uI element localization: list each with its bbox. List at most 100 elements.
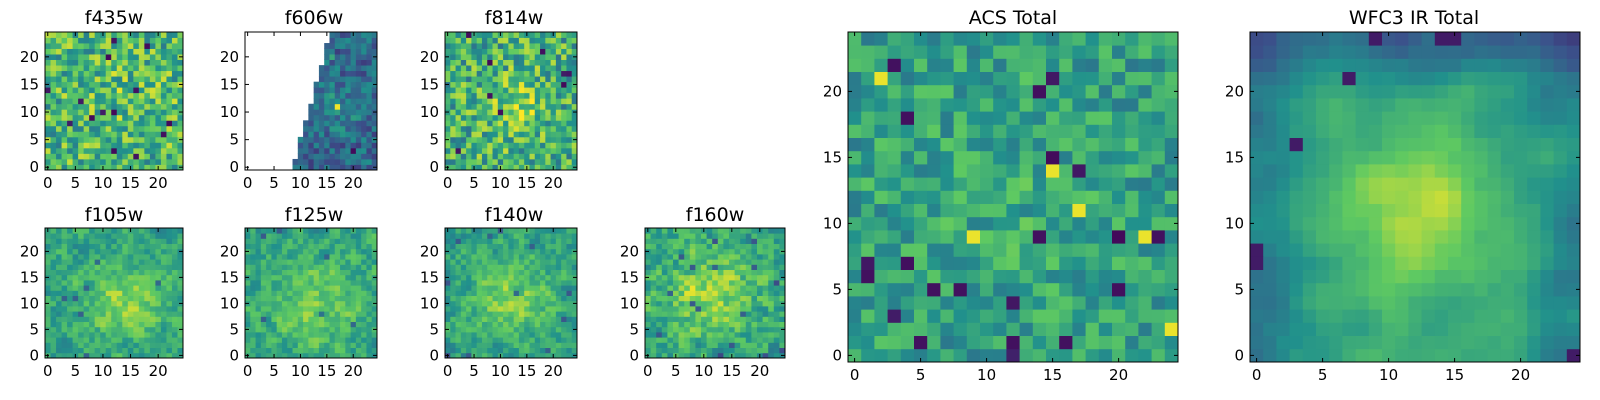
heatmap-cell (740, 269, 747, 276)
heatmap-cell (67, 332, 73, 338)
heatmap-cell (155, 280, 162, 286)
heatmap-cell (355, 264, 362, 270)
heatmap-cell (550, 248, 557, 255)
heatmap-cell (540, 54, 546, 60)
heatmap-cell (361, 131, 367, 138)
heatmap-cell (518, 347, 525, 354)
heatmap-cell (56, 259, 62, 265)
heatmap-cell (116, 248, 123, 255)
heatmap-cell (350, 109, 357, 116)
heatmap-cell (340, 300, 346, 307)
y-tick-label: 10 (20, 103, 39, 121)
heatmap-cell (45, 337, 51, 343)
heatmap-cell (706, 321, 713, 328)
heatmap-cell (111, 238, 118, 244)
heatmap-cell (471, 332, 478, 338)
heatmap-cell (566, 120, 573, 127)
heatmap-cell (67, 352, 73, 359)
heatmap-cell (292, 274, 299, 281)
heatmap-cell (684, 332, 691, 338)
heatmap-cell (471, 347, 478, 354)
heatmap-cell (650, 259, 657, 265)
heatmap-cell (260, 290, 267, 296)
heatmap-cell (155, 142, 162, 149)
heatmap-cell (281, 264, 288, 270)
heatmap-cell (773, 285, 780, 291)
heatmap-cell (45, 70, 51, 77)
heatmap-cell (740, 243, 747, 250)
y-tick-label: 15 (420, 75, 439, 93)
heatmap-cell (706, 238, 713, 244)
heatmap-cell (445, 153, 451, 160)
heatmap-cell (555, 290, 562, 296)
heatmap-cell (450, 142, 456, 149)
heatmap-cell (297, 290, 304, 296)
heatmap-cell (729, 347, 735, 354)
heatmap-cell (94, 342, 101, 348)
heatmap-cell (371, 147, 378, 154)
heatmap-cell (89, 59, 96, 66)
heatmap-cell (757, 316, 763, 322)
heatmap-cell (155, 48, 162, 55)
heatmap-cell (518, 269, 525, 276)
heatmap-cell (94, 65, 101, 72)
heatmap-cell (993, 203, 1007, 218)
heatmap-cell (645, 337, 651, 343)
heatmap-cell (127, 332, 134, 338)
heatmap-cell (993, 98, 1007, 112)
heatmap-cell (661, 269, 668, 276)
heatmap-cell (712, 285, 719, 291)
heatmap-cell (773, 238, 780, 244)
heatmap-cell (678, 306, 685, 312)
heatmap-cell (492, 326, 499, 333)
heatmap-cell (318, 120, 325, 127)
heatmap-cell (50, 274, 57, 281)
heatmap-cell (476, 98, 483, 105)
heatmap-cell (566, 337, 573, 343)
heatmap-cell (1046, 58, 1060, 72)
heatmap-cell (303, 274, 309, 281)
heatmap-cell (345, 87, 351, 94)
heatmap-cell (471, 337, 478, 343)
heatmap-cell (303, 306, 309, 312)
heatmap-cell (914, 32, 928, 46)
heatmap-cell (571, 70, 578, 77)
heatmap-cell (927, 203, 941, 218)
heatmap-cell (329, 280, 336, 286)
heatmap-cell (160, 153, 167, 160)
heatmap-cell (561, 103, 567, 110)
heatmap-cell (116, 332, 123, 338)
heatmap-cell (476, 54, 483, 60)
heatmap-cell (127, 300, 134, 307)
heatmap-cell (50, 120, 57, 127)
heatmap-cell (689, 228, 696, 234)
heatmap-cell (524, 158, 530, 165)
heatmap-cell (717, 228, 724, 234)
heatmap-cell (78, 332, 85, 338)
heatmap-cell (1112, 296, 1126, 310)
heatmap-cell (689, 290, 696, 296)
heatmap-cell (61, 164, 68, 171)
heatmap-cell (513, 254, 520, 260)
heatmap-cell (94, 87, 101, 94)
heatmap-cell (1072, 309, 1086, 323)
heatmap-cell (874, 309, 888, 323)
heatmap-cell (318, 290, 325, 296)
heatmap-cell (476, 81, 483, 88)
heatmap-cell (67, 238, 73, 244)
heatmap-cell (695, 269, 702, 276)
heatmap-cell (138, 285, 145, 291)
heatmap-cell (450, 32, 456, 38)
heatmap-cell (122, 142, 129, 149)
heatmap-cell (160, 243, 167, 250)
heatmap-cell (678, 326, 685, 333)
heatmap-cell (250, 228, 256, 234)
heatmap-cell (476, 280, 483, 286)
heatmap-cell (345, 142, 351, 149)
heatmap-cell (122, 352, 129, 359)
heatmap-cell (545, 248, 551, 255)
heatmap-cell (345, 92, 351, 99)
heatmap-cell (561, 274, 567, 281)
heatmap-cell (345, 103, 351, 110)
